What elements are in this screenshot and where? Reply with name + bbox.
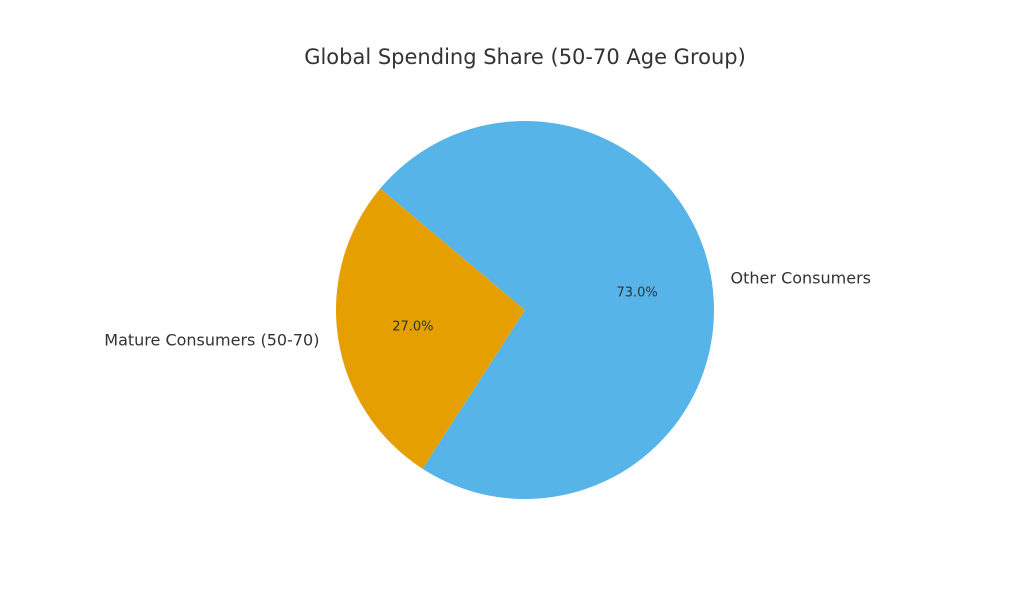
value-label: 73.0% xyxy=(616,286,657,301)
pie-slice xyxy=(336,188,525,469)
slice-label: Other Consumers xyxy=(731,268,871,287)
slice-label: Mature Consumers (50-70) xyxy=(104,331,319,350)
value-label: 27.0% xyxy=(392,319,433,334)
pie-slice xyxy=(380,121,714,500)
chart-title: Global Spending Share (50-70 Age Group) xyxy=(304,45,746,69)
